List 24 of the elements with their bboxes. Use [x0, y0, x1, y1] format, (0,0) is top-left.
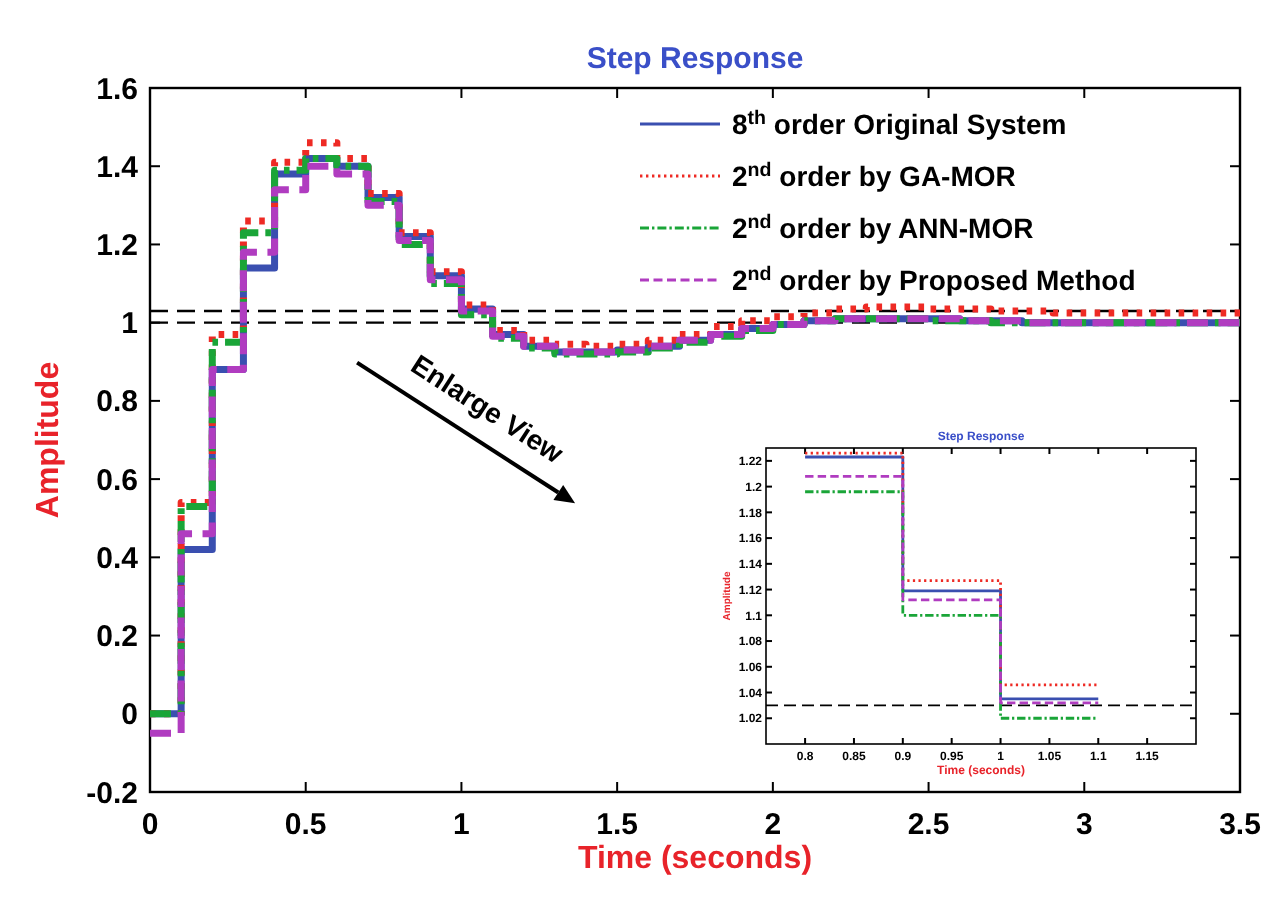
y-tick-label: -0.2: [86, 776, 138, 811]
legend-label: 2$^{nd}$ order by ANN-MOR: [732, 210, 1034, 244]
y-tick-label: 1.2: [96, 228, 138, 263]
y-tick-label: 0.8: [96, 385, 138, 420]
legend-label: 8$^{th}$ order Original System: [732, 106, 1067, 140]
y-tick-label: 0.4: [96, 541, 140, 576]
legend-label: 2$^{nd}$ order by GA-MOR: [732, 158, 1016, 192]
y-tick-label: 1: [121, 307, 138, 342]
x-tick-label: 1: [453, 808, 470, 842]
x-tick-label: 0.5: [284, 808, 327, 842]
y-tick-label: 0.2: [96, 620, 138, 655]
x-tick-label: 1.5: [596, 808, 638, 842]
y-axis-title: Amplitude: [32, 361, 66, 519]
x-axis-title: Time (seconds): [577, 842, 813, 876]
x-tick-label: 3: [1075, 808, 1093, 842]
x-tick-label: 3.5: [1219, 808, 1261, 842]
y-tick-label: 1.4: [96, 150, 140, 185]
y-tick-label: 0: [121, 698, 138, 733]
x-tick-label: 2.5: [907, 808, 950, 842]
y-tick-label: 0.6: [96, 463, 138, 498]
y-tick-label: 1.6: [96, 72, 138, 107]
chart-title: Step Response: [586, 42, 804, 76]
x-tick-label: 2: [764, 808, 782, 842]
legend-label: 2$^{nd}$ order by Proposed Method: [732, 262, 1136, 296]
